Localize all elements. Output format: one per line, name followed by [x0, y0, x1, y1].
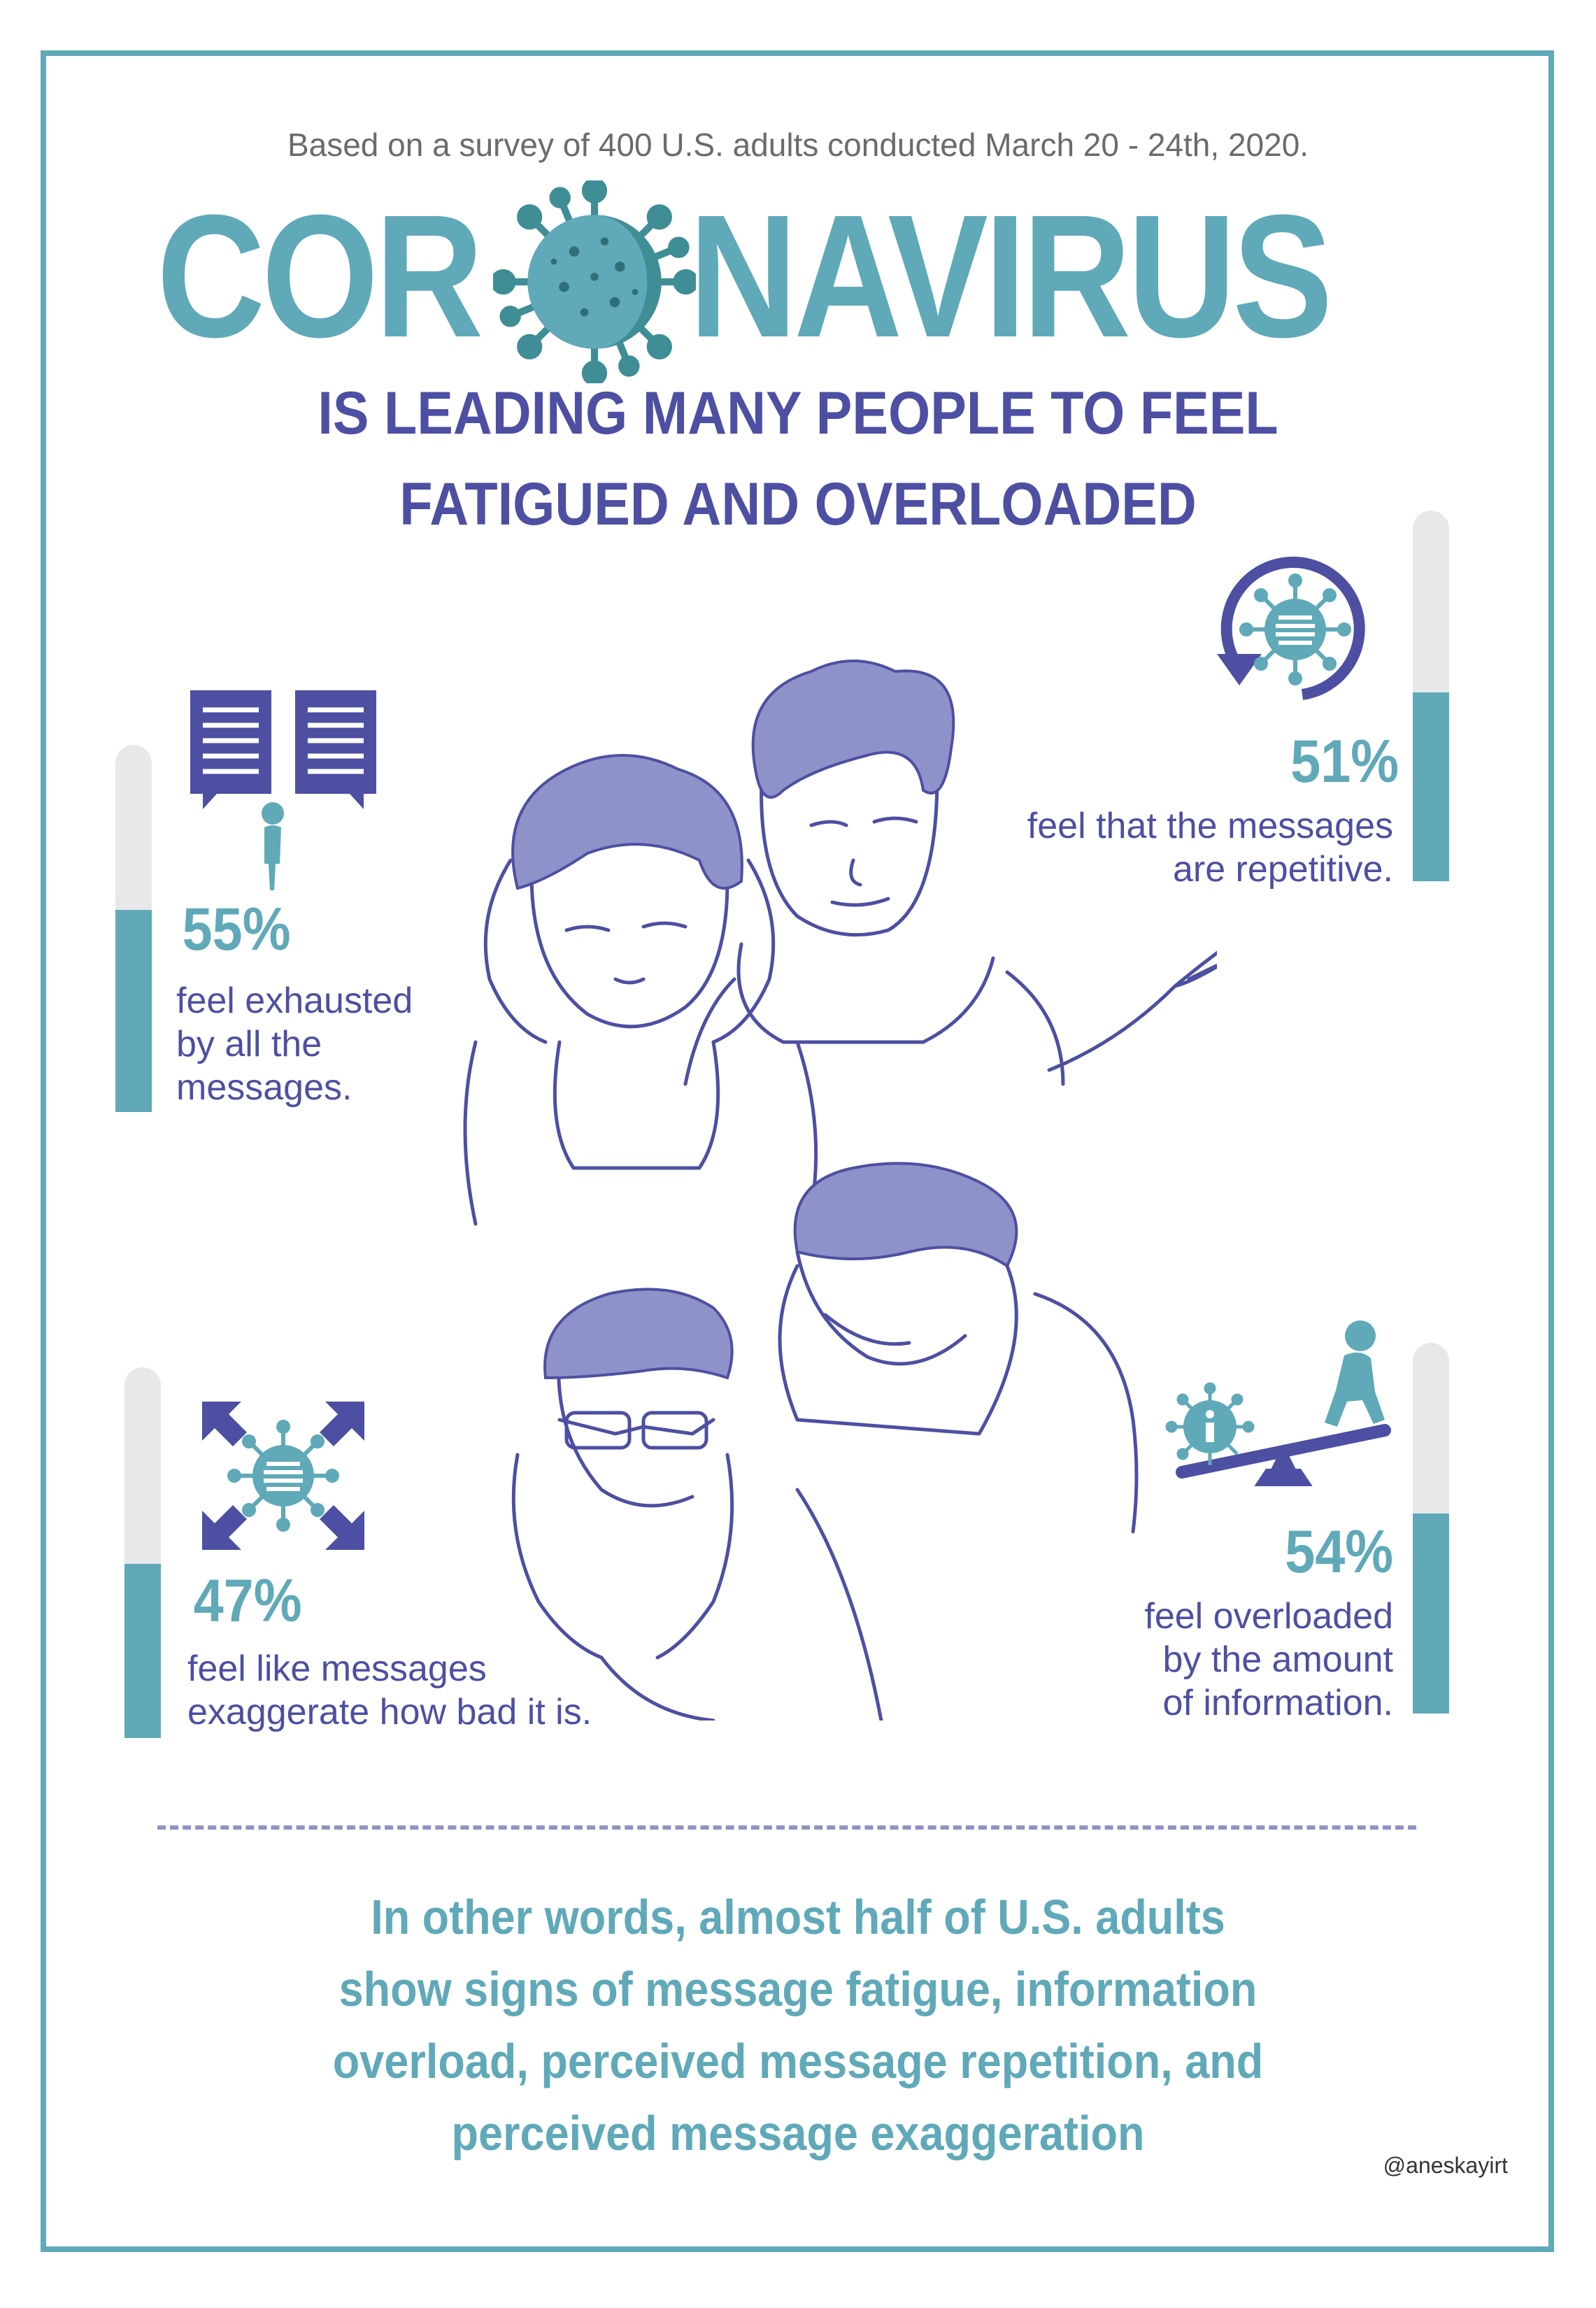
repetitive-percent: 51%	[1290, 728, 1399, 795]
exaggerate-line-2: exaggerate how bad it is.	[187, 1692, 592, 1732]
expand-virus-icon	[202, 1402, 364, 1550]
overloaded-bar-fill	[1413, 1513, 1449, 1714]
overloaded-line-2: by the amount	[1162, 1639, 1393, 1680]
repetitive-line-2: are repetitive.	[1172, 849, 1393, 890]
speech-bubbles-person-icon	[190, 690, 376, 890]
exhausted-text: feel exhausted by all the messages.	[176, 979, 413, 1109]
overloaded-text: feel overloaded by the amount of informa…	[1144, 1595, 1393, 1725]
repetitive-line-1: feel that the messages	[1027, 806, 1393, 846]
exaggerate-line-1: feel like messages	[187, 1648, 487, 1689]
survey-note: Based on a survey of 400 U.S. adults con…	[287, 127, 1309, 163]
exaggerate-bar-fill	[124, 1563, 161, 1738]
overloaded-percent: 54%	[1285, 1518, 1393, 1586]
exhausted-percent: 55%	[182, 896, 291, 963]
exhausted-line-2: by all the	[176, 1024, 322, 1064]
subtitle-line-1: IS LEADING MANY PEOPLE TO FEEL	[318, 380, 1278, 447]
overloaded-bar	[1413, 1343, 1449, 1714]
repetitive-bar	[1413, 511, 1449, 881]
exhausted-bar-fill	[115, 910, 152, 1112]
conclusion-line-4: perceived message exaggeration	[451, 2106, 1145, 2160]
virus-icon	[493, 180, 696, 383]
conclusion-line-2: show signs of message fatigue, informati…	[339, 1962, 1257, 2016]
subtitle-line-2: FATIGUED AND OVERLOADED	[399, 471, 1197, 538]
repetitive-bar-fill	[1413, 692, 1449, 881]
repeat-virus-icon	[1217, 556, 1365, 700]
section-divider	[157, 1825, 1416, 1830]
conclusion-line-3: overload, perceived message repetition, …	[332, 2034, 1264, 2088]
overloaded-line-3: of information.	[1162, 1683, 1394, 1723]
conclusion: In other words, almost half of U.S. adul…	[0, 1881, 1596, 2170]
seesaw-info-icon	[1165, 1320, 1391, 1486]
page-frame	[41, 50, 1554, 2252]
exaggerate-percent: 47%	[193, 1567, 302, 1634]
title-right: NAVIRUS	[689, 178, 1333, 373]
author-credit: @aneskayirt	[1383, 2153, 1508, 2178]
stressed-people-illustration	[463, 660, 1217, 1721]
exaggerate-text: feel like messages exaggerate how bad it…	[187, 1647, 592, 1734]
title-left: COR	[157, 178, 483, 373]
exhausted-bar	[115, 745, 152, 1112]
exhausted-line-1: feel exhausted	[176, 981, 413, 1021]
exhausted-line-3: messages.	[176, 1067, 352, 1108]
conclusion-line-1: In other words, almost half of U.S. adul…	[371, 1890, 1225, 1944]
repetitive-text: feel that the messages are repetitive.	[1027, 804, 1393, 891]
exaggerate-bar	[124, 1367, 161, 1738]
title: COR NAVIRUS	[0, 189, 1596, 364]
overloaded-line-1: feel overloaded	[1144, 1596, 1393, 1637]
